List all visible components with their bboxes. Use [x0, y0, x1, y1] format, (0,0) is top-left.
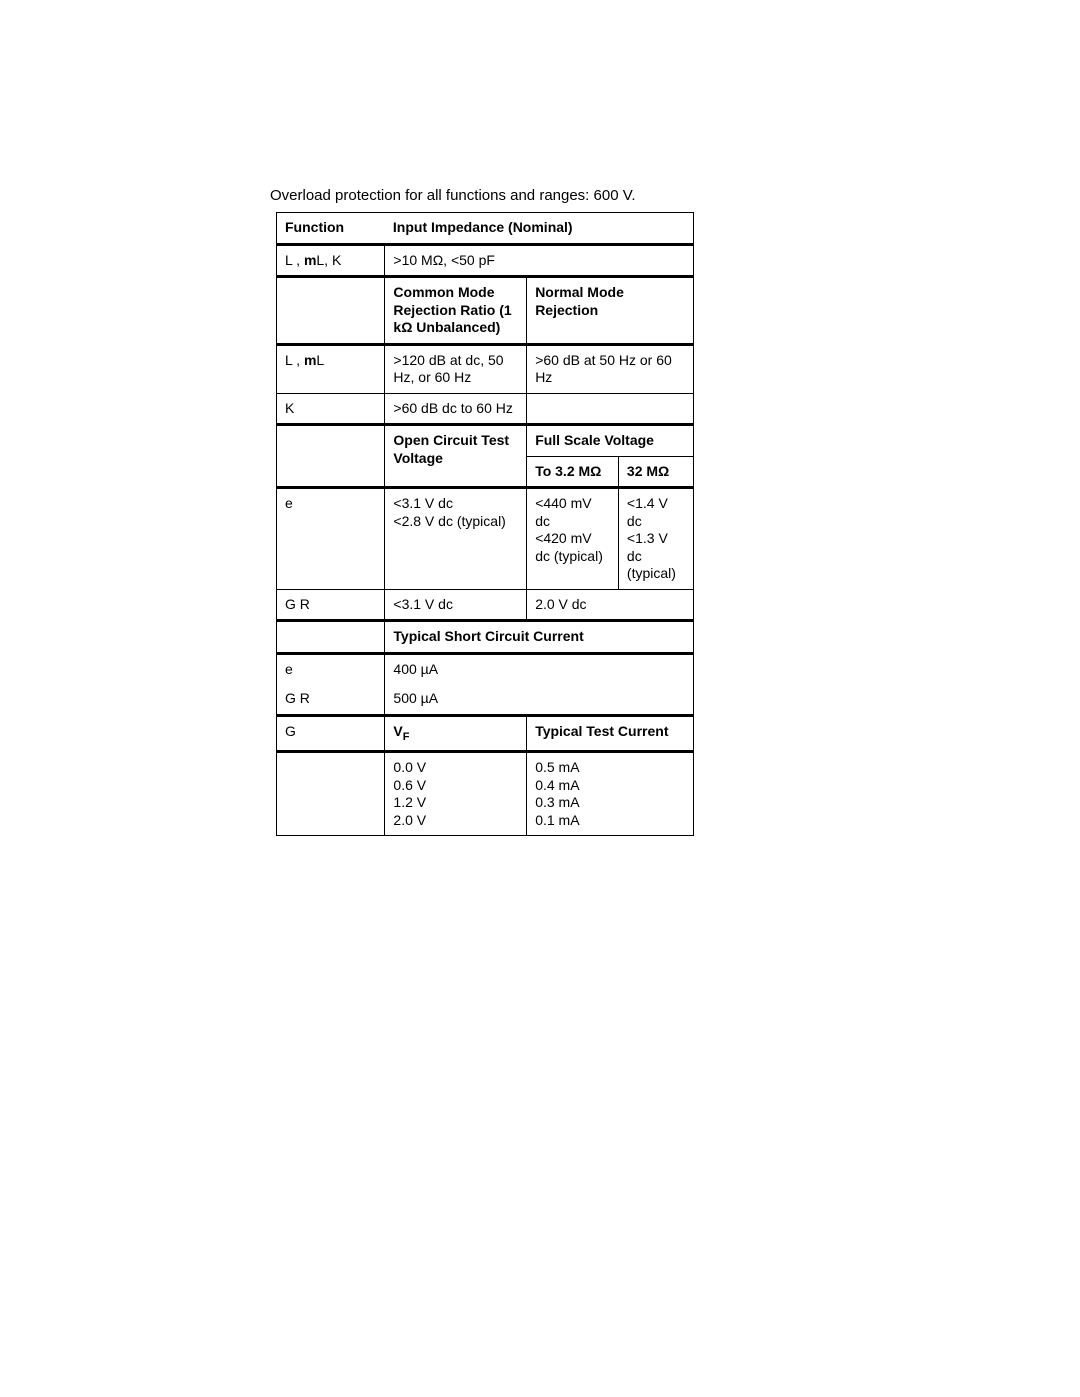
header-fsv-b: 32 MΩ	[618, 456, 693, 488]
table-row: L , mL, K >10 MΩ, <50 pF	[277, 244, 694, 277]
value-cell: <440 mV dc <420 mV dc (typical)	[527, 488, 619, 590]
text-line: 0.0 V	[393, 759, 426, 775]
table-row: L , mL >120 dB at dc, 50 Hz, or 60 Hz >6…	[277, 344, 694, 393]
func-text: L , mL, K	[285, 252, 341, 268]
header-input-impedance: Input Impedance (Nominal)	[385, 213, 694, 245]
table-row: G VF Typical Test Current	[277, 715, 694, 752]
table-row: 0.0 V 0.6 V 1.2 V 2.0 V 0.5 mA 0.4 mA 0.…	[277, 752, 694, 836]
empty-cell	[277, 752, 385, 836]
table-row: e <3.1 V dc <2.8 V dc (typical) <440 mV …	[277, 488, 694, 590]
empty-cell	[277, 277, 385, 345]
table-row: G R <3.1 V dc 2.0 V dc	[277, 589, 694, 621]
text-line: <420 mV dc (typical)	[535, 530, 603, 564]
text-line: 2.0 V	[393, 812, 426, 828]
value-cell: >60 dB dc to 60 Hz	[385, 393, 527, 425]
value-cell: >10 MΩ, <50 pF	[385, 244, 694, 277]
function-cell: L , mL, K	[277, 244, 385, 277]
vf-symbol: V	[393, 723, 402, 739]
text-line: 1.2 V	[393, 794, 426, 810]
empty-cell	[277, 425, 385, 488]
value-cell: 400 µA	[385, 653, 694, 684]
value-cell: <3.1 V dc <2.8 V dc (typical)	[385, 488, 527, 590]
table-row: G R 500 µA	[277, 684, 694, 715]
value-cell: >60 dB at 50 Hz or 60 Hz	[527, 344, 694, 393]
text-line: 0.5 mA	[535, 759, 579, 775]
value-cell: 0.0 V 0.6 V 1.2 V 2.0 V	[385, 752, 527, 836]
vf-sub: F	[403, 730, 410, 742]
table-row: K >60 dB dc to 60 Hz	[277, 393, 694, 425]
header-nmr: Normal Mode Rejection	[527, 277, 694, 345]
func-text: L , mL	[285, 352, 324, 368]
header-fsv: Full Scale Voltage	[527, 425, 694, 457]
value-cell: >120 dB at dc, 50 Hz, or 60 Hz	[385, 344, 527, 393]
function-cell: G R	[277, 589, 385, 621]
text-line: <1.4 V dc	[627, 495, 668, 529]
empty-cell	[527, 393, 694, 425]
function-cell: e	[277, 653, 385, 684]
function-cell: K	[277, 393, 385, 425]
value-cell: <3.1 V dc	[385, 589, 527, 621]
text-line: 0.1 mA	[535, 812, 579, 828]
text-line: 0.6 V	[393, 777, 426, 793]
function-cell: G R	[277, 684, 385, 715]
empty-cell	[277, 621, 385, 654]
function-cell: L , mL	[277, 344, 385, 393]
header-fsv-a: To 3.2 MΩ	[527, 456, 619, 488]
table-row: Typical Short Circuit Current	[277, 621, 694, 654]
function-cell: G	[277, 715, 385, 752]
header-ttc: Typical Test Current	[527, 715, 694, 752]
value-cell: 500 µA	[385, 684, 694, 715]
header-vf: VF	[385, 715, 527, 752]
value-cell: 0.5 mA 0.4 mA 0.3 mA 0.1 mA	[527, 752, 694, 836]
header-function: Function	[277, 213, 385, 245]
text-line: 0.3 mA	[535, 794, 579, 810]
table-row: e 400 µA	[277, 653, 694, 684]
header-ocv: Open Circuit Test Voltage	[385, 425, 527, 488]
function-cell: e	[277, 488, 385, 590]
table-row: Open Circuit Test Voltage Full Scale Vol…	[277, 425, 694, 457]
caption-text: Overload protection for all functions an…	[270, 187, 810, 204]
header-cmrr: Common Mode Rejection Ratio (1 kΩ Unbala…	[385, 277, 527, 345]
text-line: <440 mV dc	[535, 495, 591, 529]
text-line: <1.3 V dc (typical)	[627, 530, 676, 581]
text-line: <3.1 V dc	[393, 495, 453, 511]
spec-table: Function Input Impedance (Nominal) L , m…	[276, 212, 694, 836]
page-content: Overload protection for all functions an…	[270, 187, 810, 836]
text-line: <2.8 V dc (typical)	[393, 513, 505, 529]
table-row: Common Mode Rejection Ratio (1 kΩ Unbala…	[277, 277, 694, 345]
value-cell: 2.0 V dc	[527, 589, 694, 621]
header-tsc: Typical Short Circuit Current	[385, 621, 694, 654]
table-row: Function Input Impedance (Nominal)	[277, 213, 694, 245]
text-line: 0.4 mA	[535, 777, 579, 793]
value-cell: <1.4 V dc <1.3 V dc (typical)	[618, 488, 693, 590]
